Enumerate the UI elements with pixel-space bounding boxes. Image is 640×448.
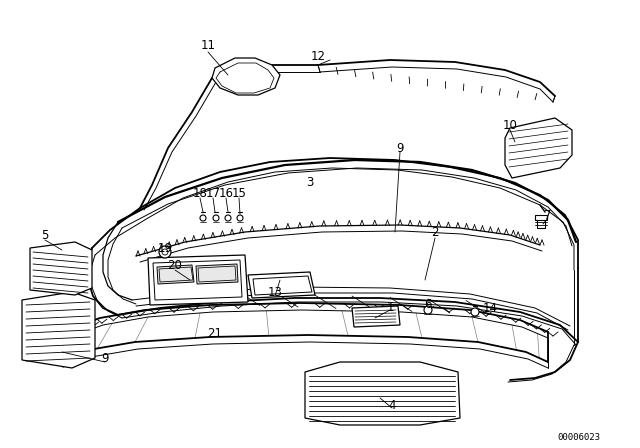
Circle shape [237,215,243,221]
Text: 18: 18 [193,186,207,199]
Text: 5: 5 [42,228,49,241]
Text: 6: 6 [424,297,432,310]
Text: 4: 4 [388,399,396,412]
Text: 19: 19 [157,241,173,254]
Text: 17: 17 [205,186,221,199]
Text: 3: 3 [307,176,314,189]
Polygon shape [148,255,248,305]
Text: 21: 21 [207,327,223,340]
Text: 1: 1 [387,301,394,314]
Text: 9: 9 [101,352,109,365]
Text: 16: 16 [218,186,234,199]
Text: 12: 12 [310,49,326,63]
Text: 11: 11 [200,39,216,52]
Text: 9: 9 [396,142,404,155]
Polygon shape [212,58,280,95]
Polygon shape [352,306,400,327]
Circle shape [471,308,479,316]
Polygon shape [196,264,238,284]
Text: 00006023: 00006023 [557,433,600,442]
Text: 13: 13 [268,285,282,298]
Circle shape [213,215,219,221]
Text: 7: 7 [544,208,552,221]
Circle shape [162,249,168,255]
Polygon shape [153,260,242,300]
Polygon shape [248,272,315,298]
Text: 20: 20 [168,258,182,271]
Polygon shape [157,265,194,284]
Circle shape [424,306,432,314]
Polygon shape [22,292,95,368]
Circle shape [159,246,171,258]
Text: 15: 15 [232,186,246,199]
Text: 10: 10 [502,119,517,132]
Polygon shape [30,242,92,295]
Text: 14: 14 [483,302,497,314]
Bar [535,215,547,220]
FancyBboxPatch shape [537,216,545,228]
Circle shape [225,215,231,221]
Polygon shape [505,118,572,178]
Polygon shape [305,362,460,425]
Circle shape [200,215,206,221]
Text: 2: 2 [431,225,439,238]
